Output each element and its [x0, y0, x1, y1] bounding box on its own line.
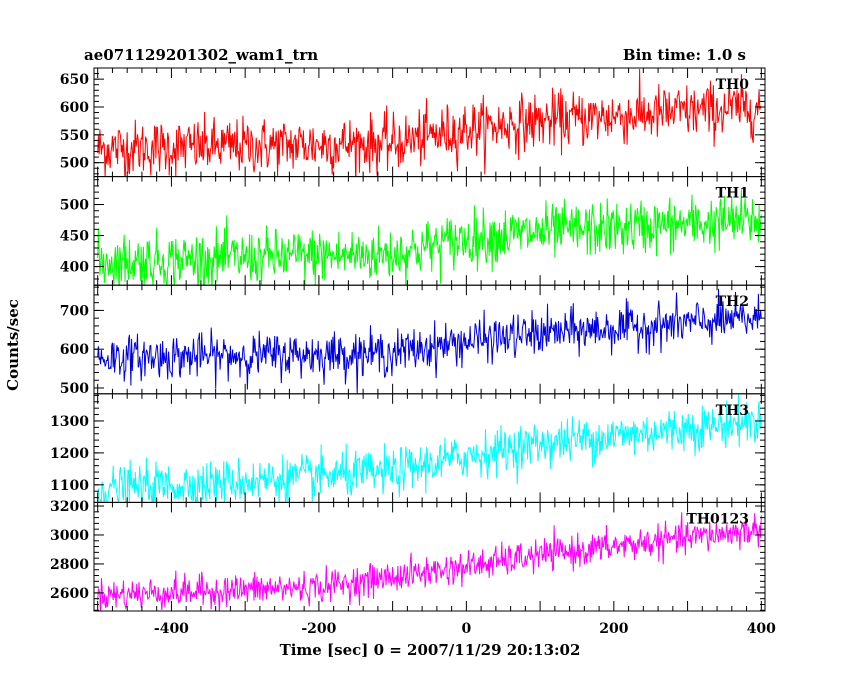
series-th2-line [97, 288, 762, 394]
y-tick-label: 400 [60, 260, 89, 276]
y-tick-label: 2600 [50, 586, 89, 602]
panel-th3: 1100 1200 1300 TH3 [50, 393, 766, 503]
y-axis-title: Counts/sec [4, 299, 22, 391]
y-tick-label: 500 [60, 198, 89, 214]
y-tick-label: 2800 [50, 557, 89, 573]
y-tick-label: 500 [60, 156, 89, 172]
y-tick-label: 500 [60, 381, 89, 397]
y-tick-label: 3200 [50, 499, 89, 515]
panel-frame [93, 501, 766, 612]
x-axis-title: Time [sec] 0 = 2007/11/29 20:13:02 [280, 641, 581, 659]
panel-frame [93, 284, 766, 395]
x-tick-label: 0 [461, 621, 471, 637]
y-tick-label: 600 [60, 100, 89, 116]
y-tick-label: 600 [60, 342, 89, 358]
panel-th1: 400 450 500 TH1 [60, 176, 766, 286]
panel-th0123: 2600 2800 3000 3200 TH0123 [50, 499, 766, 612]
y-tick-label: 1300 [50, 414, 89, 430]
series-th1-line [97, 189, 762, 286]
y-tick-label: 1200 [50, 446, 89, 462]
bin-time-label: Bin time: 1.0 s [623, 46, 746, 64]
series-th0123-line [97, 512, 762, 611]
y-tick-label: 650 [60, 72, 89, 88]
panel-label-th3: TH3 [716, 403, 749, 419]
panel-th0: 500 550 600 650 TH0 [60, 67, 766, 178]
series-th3-line [97, 393, 762, 503]
x-tick-label: 400 [747, 621, 776, 637]
y-tick-label: 3000 [50, 528, 89, 544]
y-tick-label: 550 [60, 128, 89, 144]
panel-label-th2: TH2 [716, 294, 749, 310]
panel-label-th1: TH1 [716, 186, 749, 202]
y-tick-label: 700 [60, 303, 89, 319]
panel-label-th0: TH0 [716, 77, 750, 93]
observation-id: ae071129201302_wam1_trn [84, 46, 318, 64]
series-th0-line [97, 68, 762, 177]
panel-label-th0123: TH0123 [686, 511, 749, 527]
panels-group: 500 550 600 650 TH0 400 450 500 TH1 500 600 700 TH2 1… [50, 67, 776, 637]
x-tick-label: -400 [154, 621, 189, 637]
y-tick-label: 450 [60, 229, 89, 245]
panel-th2: 500 600 700 TH2 [60, 284, 766, 397]
x-tick-label: -200 [301, 621, 336, 637]
y-tick-label: 1100 [50, 478, 89, 494]
x-tick-label: 200 [599, 621, 628, 637]
